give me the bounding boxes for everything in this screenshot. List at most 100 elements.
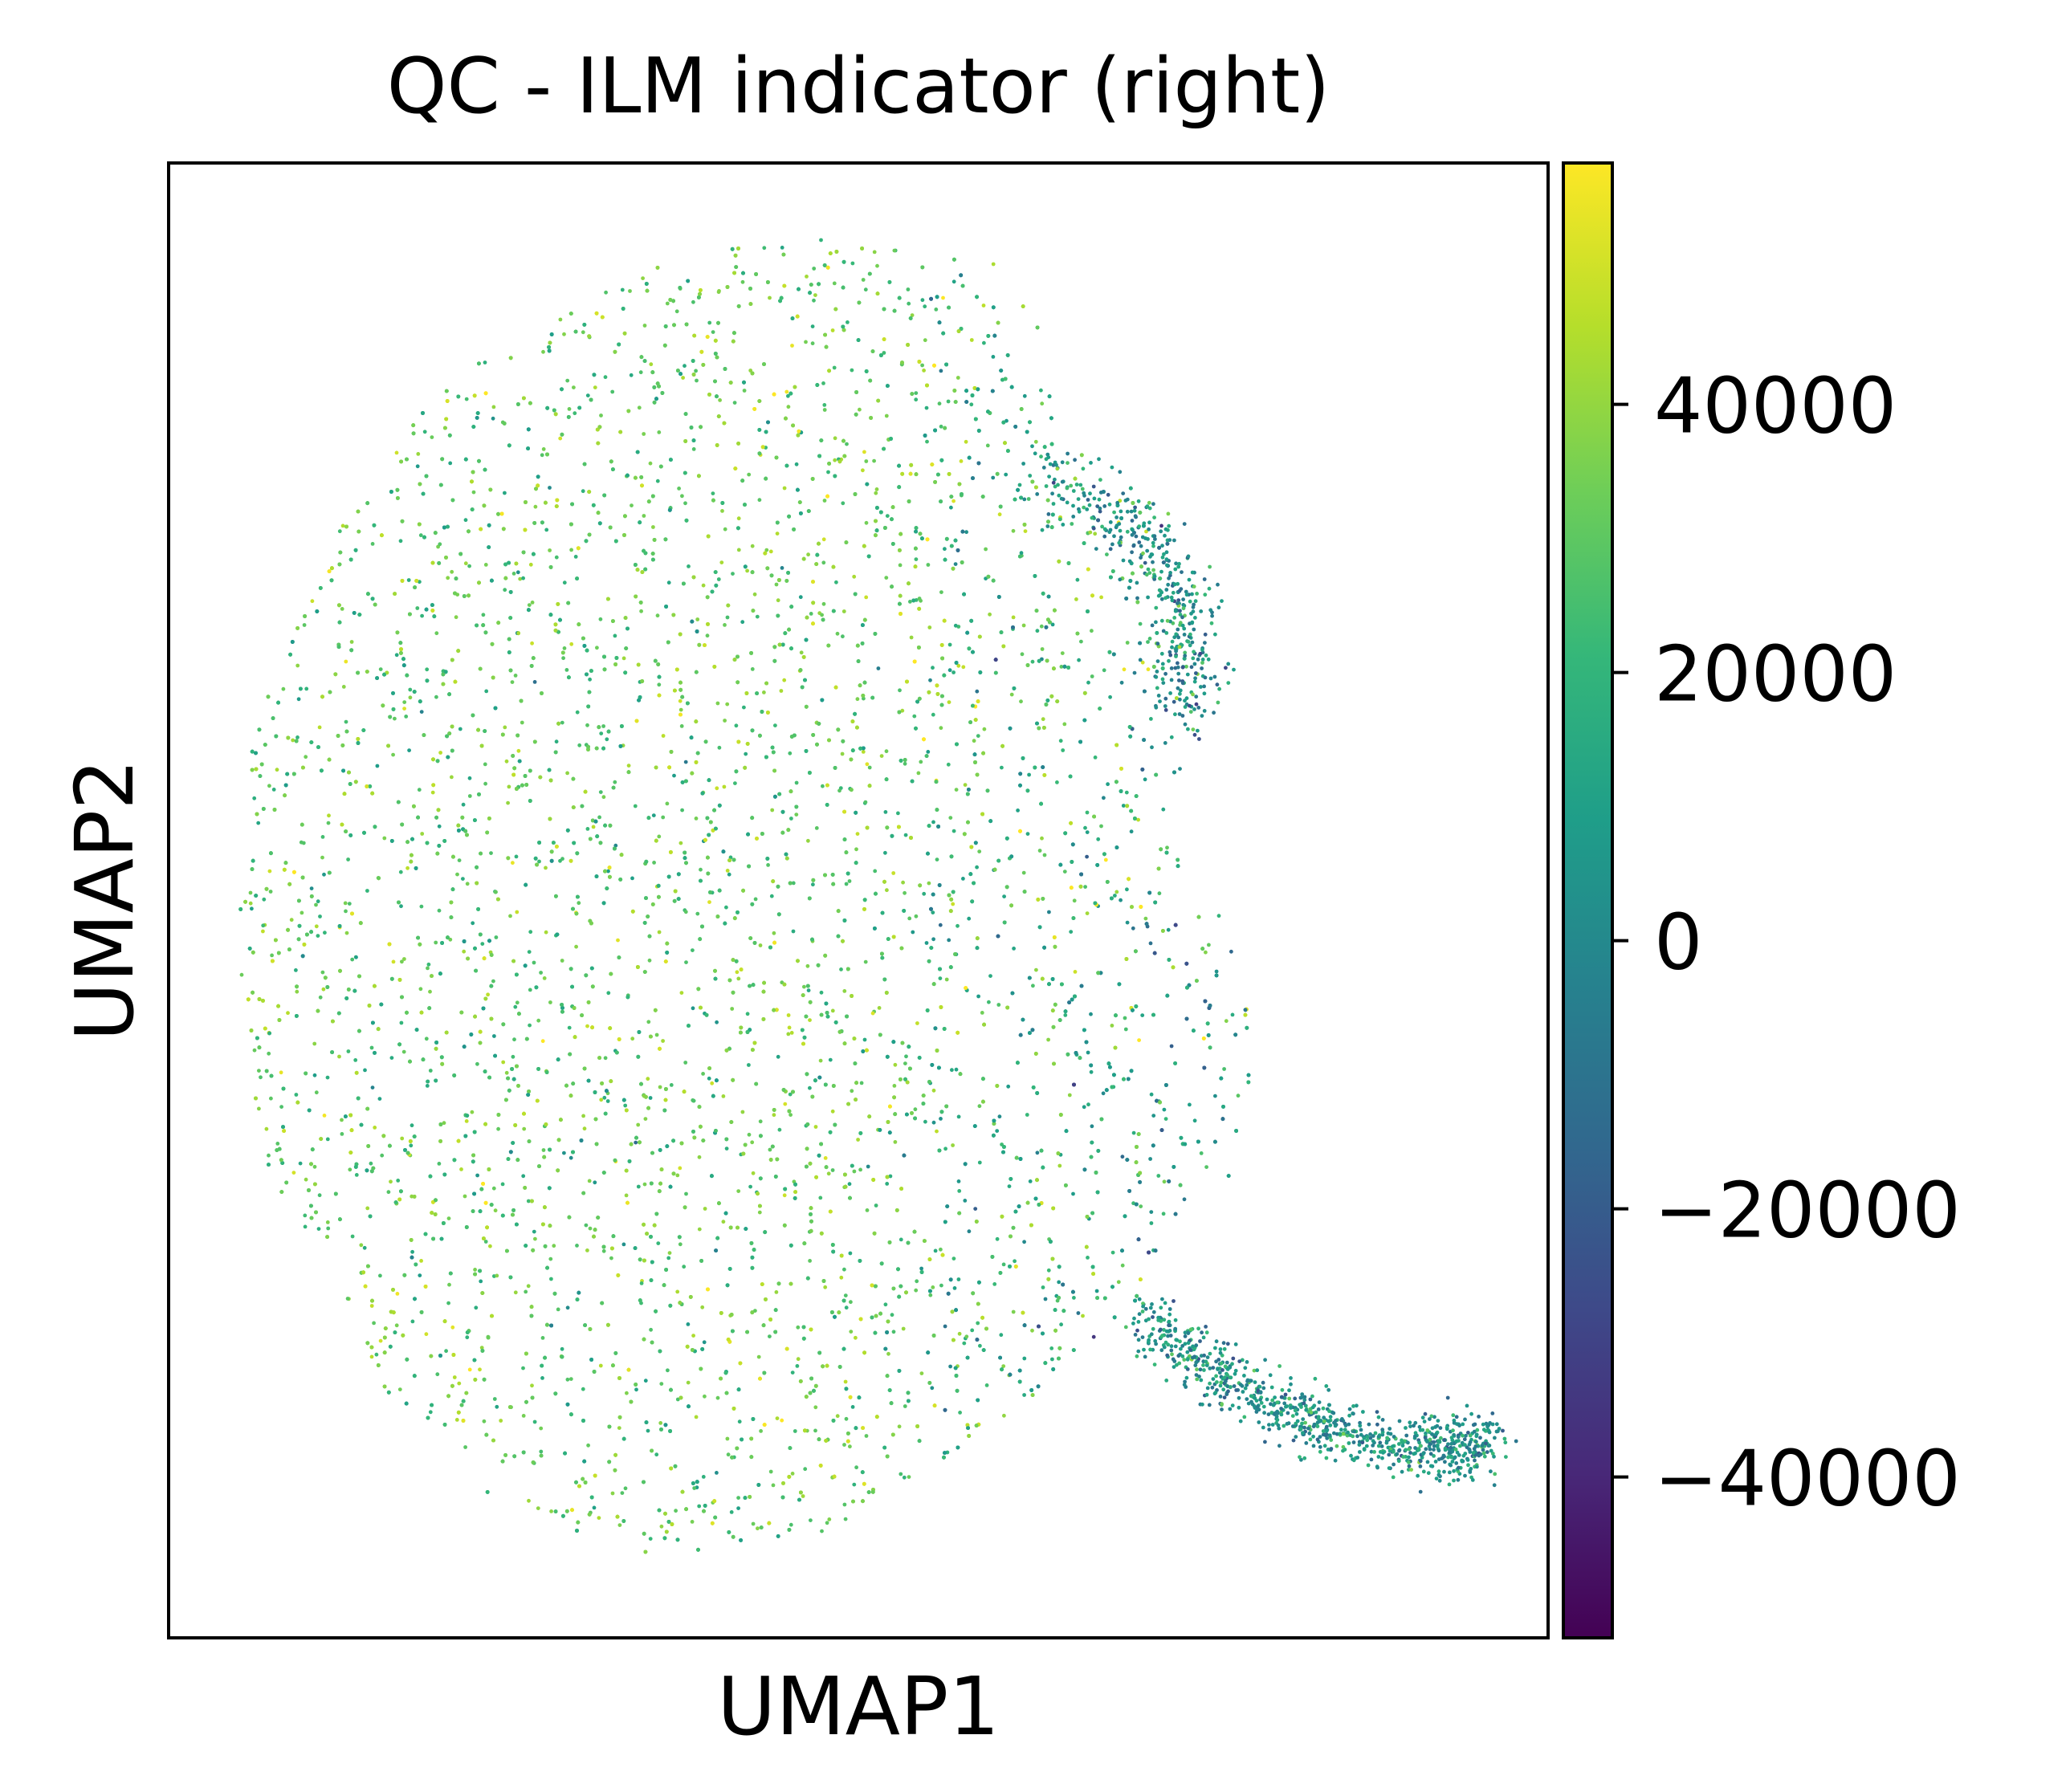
scatter-point [634,1140,638,1145]
scatter-point [1090,674,1094,678]
scatter-point [572,385,576,389]
scatter-point [312,1164,317,1169]
scatter-point [863,800,868,804]
scatter-point [1146,567,1151,572]
scatter-point [821,537,826,542]
scatter-point [279,1105,283,1109]
scatter-point [954,1067,959,1072]
scatter-point [569,641,574,646]
scatter-point [962,1341,967,1346]
scatter-point [252,1048,257,1053]
scatter-point [404,715,409,719]
scatter-point [426,962,431,967]
scatter-point [969,338,974,342]
scatter-point [794,462,799,466]
scatter-point [725,1436,730,1441]
scatter-point [723,719,727,723]
scatter-point [716,290,721,295]
scatter-point [956,663,961,668]
scatter-point [625,1391,629,1395]
scatter-point [847,1182,852,1187]
scatter-point [1108,694,1112,699]
scatter-point [736,1496,740,1500]
scatter-point [819,238,823,242]
scatter-point [872,458,876,463]
scatter-point [835,1414,840,1419]
scatter-point [1204,1165,1208,1169]
scatter-point [1047,910,1051,914]
scatter-point [1033,439,1038,444]
scatter-point [984,547,988,552]
scatter-point [464,1119,469,1123]
scatter-point [567,1025,572,1030]
scatter-point [692,1486,697,1490]
scatter-point [428,989,432,994]
scatter-point [1085,911,1090,915]
scatter-point [657,430,662,434]
scatter-point [841,501,846,506]
scatter-point [267,784,271,788]
scatter-point [613,843,618,848]
scatter-point [1025,1113,1029,1117]
scatter-point [683,501,687,506]
scatter-point [542,976,547,980]
scatter-point [820,1529,824,1533]
scatter-point [473,1268,477,1272]
scatter-point [581,330,585,335]
scatter-point [425,1084,430,1088]
scatter-point [1077,658,1081,662]
scatter-point [1143,916,1148,921]
scatter-point [389,1056,394,1060]
scatter-point [1089,1069,1094,1074]
scatter-point [883,810,888,814]
scatter-point [701,583,706,588]
scatter-point [821,601,826,606]
scatter-point [438,542,442,547]
scatter-point [862,450,866,454]
scatter-point [813,1428,817,1433]
scatter-point [701,1475,706,1479]
scatter-point [898,1237,903,1242]
scatter-point [533,1236,537,1241]
scatter-point [1030,444,1034,449]
scatter-point [1110,1024,1114,1028]
scatter-point [745,568,749,573]
scatter-point [939,590,943,594]
scatter-point [437,908,442,913]
scatter-point [1169,1044,1174,1049]
scatter-point [393,716,397,721]
scatter-point [854,1465,858,1470]
scatter-point [702,1340,707,1345]
scatter-point [1030,1328,1034,1333]
scatter-point [642,324,647,328]
scatter-point [938,922,943,927]
scatter-point [742,705,746,710]
scatter-point [521,1366,525,1370]
scatter-point [503,725,507,730]
scatter-point [926,563,931,567]
scatter-point [782,1193,787,1198]
scatter-point [808,1018,812,1022]
scatter-point [775,531,780,536]
scatter-point [796,1357,801,1362]
scatter-point [779,689,784,693]
scatter-point [581,1387,585,1391]
scatter-point [1072,1296,1076,1300]
scatter-point [467,564,471,568]
scatter-point [304,1177,308,1182]
scatter-point [991,355,996,359]
scatter-point [430,790,435,795]
scatter-point [1040,647,1045,651]
scatter-point [643,1379,648,1383]
scatter-point [1163,1117,1168,1121]
scatter-point [756,1354,761,1359]
scatter-point [1105,552,1109,556]
scatter-point [402,707,406,711]
scatter-point [884,576,889,580]
scatter-point [977,1160,982,1165]
scatter-point [916,771,921,776]
scatter-point [401,1049,406,1054]
scatter-point [963,1199,968,1203]
scatter-point [539,1449,544,1454]
scatter-point [435,1372,440,1377]
